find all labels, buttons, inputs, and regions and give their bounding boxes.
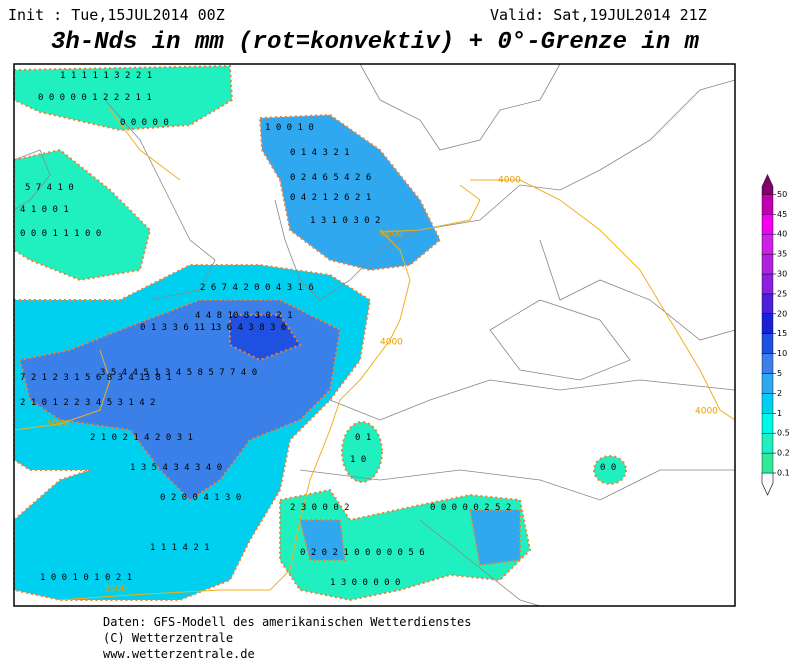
precip-label: 2 1 0 1 2 2 3 4 5 3 1 4 2 bbox=[20, 398, 155, 408]
legend-label: 0.1 bbox=[777, 469, 790, 478]
legend-label: 40 bbox=[777, 230, 787, 239]
footer-line: www.wetterzentrale.de bbox=[103, 647, 255, 661]
precip-label: 1 3 1 0 3 0 2 bbox=[310, 216, 380, 226]
precip-label: 1 1 1 4 2 1 bbox=[150, 543, 210, 553]
legend-label: 25 bbox=[777, 289, 787, 298]
legend-label: 1 bbox=[777, 409, 782, 418]
precip-label: 1 0 bbox=[350, 455, 366, 465]
coastlines bbox=[13, 63, 736, 607]
precip-label: 0 0 0 0 0 bbox=[120, 118, 169, 128]
legend-label: 50 bbox=[777, 190, 787, 199]
legend-label: 45 bbox=[777, 210, 787, 219]
legend-label: 5 bbox=[777, 369, 782, 378]
legend-band bbox=[761, 452, 774, 474]
freezing-level-label: 3500 bbox=[104, 585, 127, 595]
precip-label: 0 0 0 0 0 1 2 2 2 1 1 bbox=[38, 93, 152, 103]
legend-label: 10 bbox=[777, 349, 787, 358]
legend-label: 0.5 bbox=[777, 429, 790, 438]
precip-label: 2 1 0 2 1 4 2 0 3 1 bbox=[90, 433, 193, 443]
init-time: Init : Tue,15JUL2014 00Z bbox=[8, 6, 225, 24]
legend-band bbox=[761, 373, 774, 394]
legend-band bbox=[761, 333, 774, 354]
freezing-level-label: 4000 bbox=[695, 407, 718, 417]
legend-label: 20 bbox=[777, 309, 787, 318]
precip-label: 0 0 0 0 0 2 5 2 bbox=[430, 503, 511, 513]
map-frame bbox=[13, 63, 736, 607]
precip-label: 1 3 5 4 3 4 3 4 0 bbox=[130, 463, 222, 473]
footer-line: Daten: GFS-Modell des amerikanischen Wet… bbox=[103, 615, 471, 629]
legend-band bbox=[761, 214, 774, 235]
legend-band bbox=[761, 353, 774, 374]
precip-label: 4 4 8 10 8 3 0 2 1 bbox=[195, 311, 293, 321]
footer-line: (C) Wetterzentrale bbox=[103, 631, 233, 645]
precip-areas bbox=[13, 64, 627, 602]
legend-band bbox=[761, 273, 774, 295]
map-area: 1 1 1 1 1 3 2 2 1 0 0 0 0 0 1 2 2 2 1 1 0 … bbox=[13, 63, 736, 607]
precip-label: 0 2 0 2 1 0 0 0 0 0 5 6 bbox=[300, 548, 425, 558]
precip-label: 0 2 0 0 4 1 3 0 bbox=[160, 493, 241, 503]
precip-label: 0 1 bbox=[355, 433, 371, 443]
precip-label: 1 1 1 1 1 3 2 2 1 bbox=[60, 71, 152, 81]
legend-band bbox=[761, 313, 774, 334]
map-title: 3h-Nds in mm (rot=konvektiv) + 0°-Grenze… bbox=[51, 29, 700, 56]
freezing-level-label: 4000 bbox=[380, 230, 403, 240]
legend-label: 0.2 bbox=[777, 449, 790, 458]
precip-label: 0 2 4 6 5 4 2 6 bbox=[290, 173, 371, 183]
freezing-level-label: 3000 bbox=[46, 420, 69, 430]
precip-label: 0 4 2 1 2 6 2 1 bbox=[290, 193, 371, 203]
legend-label: 15 bbox=[777, 329, 787, 338]
legend-label: 35 bbox=[777, 250, 787, 259]
precip-label: 4 1 0 0 1 bbox=[20, 205, 69, 215]
precip-label: 0 1 4 3 2 1 bbox=[290, 148, 350, 158]
legend-band bbox=[761, 433, 774, 454]
freezing-level-label: 4000 bbox=[380, 338, 403, 348]
precip-label: 2 3 0 0 0 2 bbox=[290, 503, 350, 513]
legend-band bbox=[761, 293, 774, 314]
legend-label: 30 bbox=[777, 270, 787, 279]
legend-band bbox=[761, 194, 774, 215]
legend-band bbox=[761, 253, 774, 275]
precip-label: 1 0 0 1 0 1 0 2 1 bbox=[40, 573, 132, 583]
precip-label: 5 7 4 1 0 bbox=[25, 183, 74, 193]
legend-band bbox=[761, 233, 774, 255]
legend-band bbox=[761, 413, 774, 434]
precip-label: 0 1 3 3 6 11 13 6 4 3 8 3 0 bbox=[140, 323, 286, 333]
legend-top-triangle bbox=[761, 173, 774, 195]
valid-time: Valid: Sat,19JUL2014 21Z bbox=[490, 6, 707, 24]
legend-bottom-triangle bbox=[761, 472, 774, 496]
precip-label: 2 6 7 4 2 0 0 4 3 1 6 bbox=[200, 283, 314, 293]
precip-label: 7 2 1 2 3 1 5 6 8 3 4 13 8 1 bbox=[20, 373, 172, 383]
freezing-level-label: 4000 bbox=[498, 176, 521, 186]
legend-band bbox=[761, 393, 774, 414]
precip-label: 1 3 0 0 0 0 0 bbox=[330, 578, 400, 588]
precip-label: 0 0 0 1 1 1 0 0 bbox=[20, 229, 101, 239]
precip-label: 3 5 4 4 5 1 3 4 5 8 5 7 7 4 0 bbox=[100, 368, 257, 378]
precip-label: 1 0 0 1 0 bbox=[265, 123, 314, 133]
legend-label: 2 bbox=[777, 389, 782, 398]
freezing-level-lines bbox=[13, 109, 736, 601]
precip-label: 0 0 bbox=[600, 463, 616, 473]
